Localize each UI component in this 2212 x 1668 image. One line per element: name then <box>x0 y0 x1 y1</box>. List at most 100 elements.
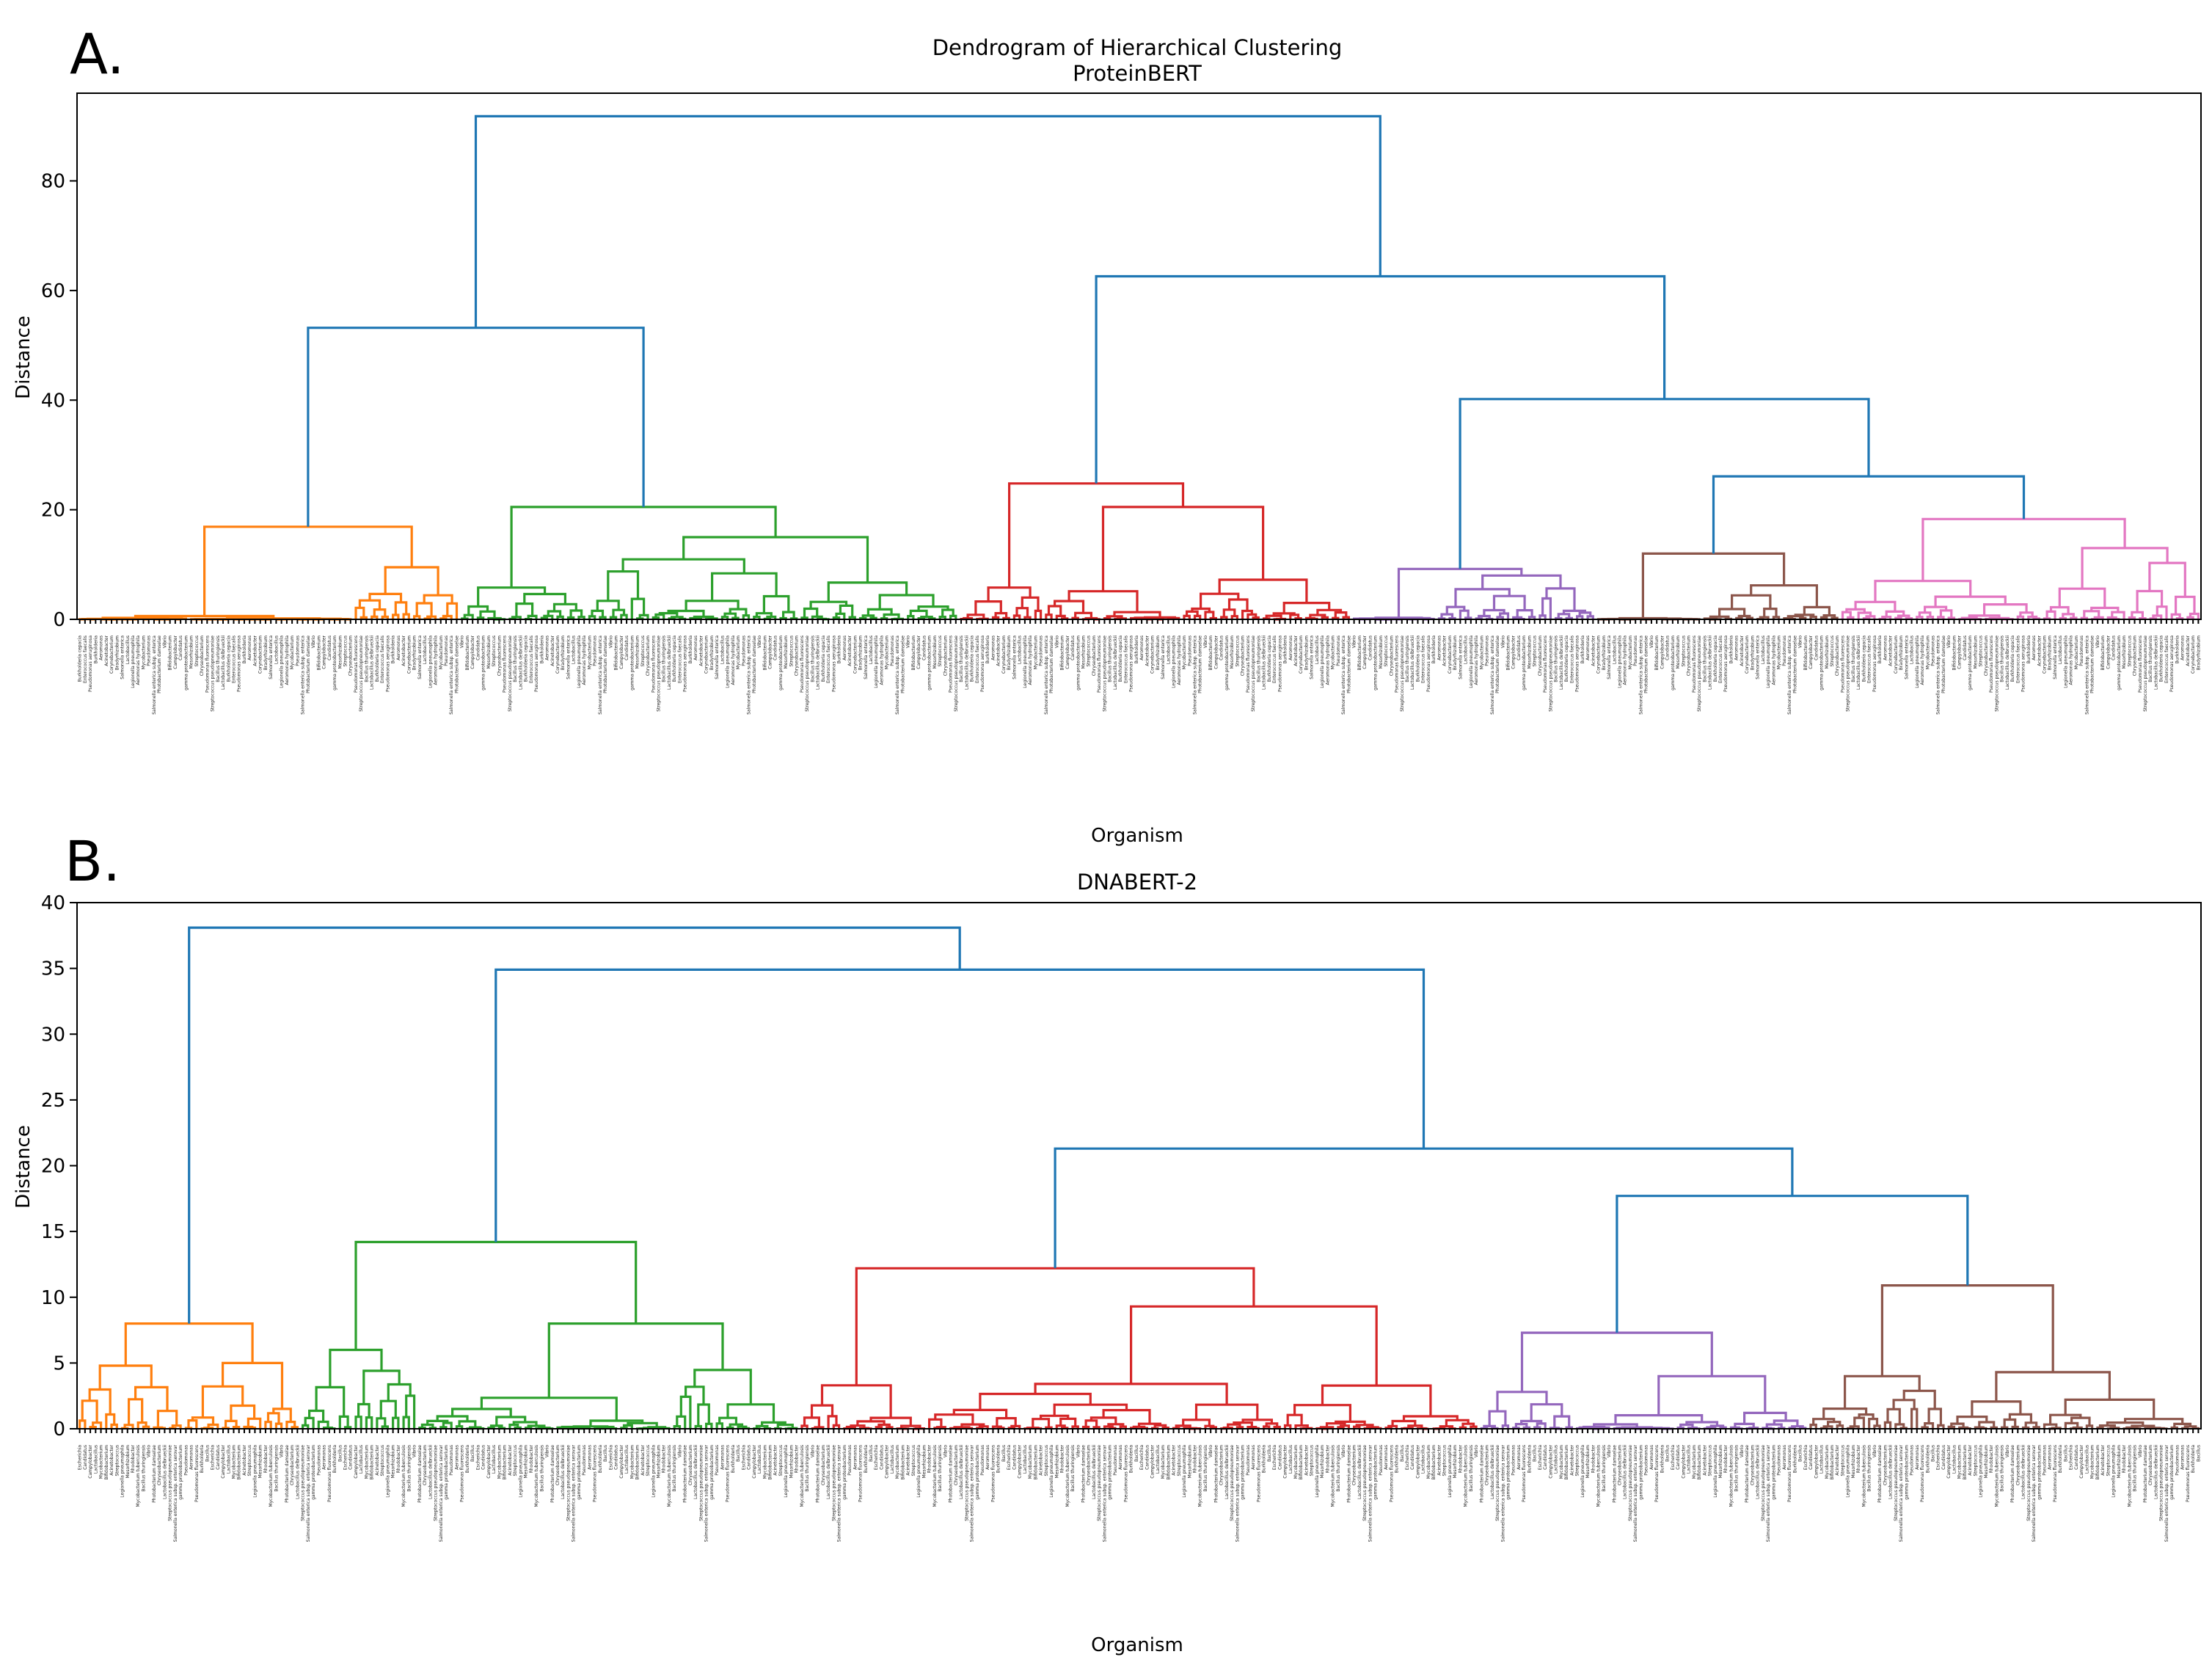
leaf-label-1-103: Lactobacillus <box>624 1445 629 1474</box>
dendrogram-link-0-395 <box>1712 475 2026 554</box>
leaf-label-0-285: Acinetobacter <box>1591 635 1596 666</box>
leaf-label-1-162: Bacillus thuringiensis <box>938 1445 943 1492</box>
dendrogram-link-0-363 <box>1874 580 1972 602</box>
leaf-label-1-139: Photobacterium damselae <box>816 1445 821 1503</box>
leaf-label-0-55: Lactobacillus delbrueckii <box>370 635 375 690</box>
leaf-label-1-318: Salmonella enterica subsp. enterica sero… <box>1766 1444 1771 1542</box>
leaf-label-1-281: Acinetobacter <box>1569 1444 1574 1475</box>
leaf-label-0-103: Candidatus <box>624 635 629 660</box>
leaf-label-0-1: Enterococcus faecalis <box>83 635 88 683</box>
leaf-label-1-215: Chryseobacterium <box>1219 1445 1224 1485</box>
leaf-label-1-135: Rhodobacter <box>795 1444 800 1473</box>
leaf-label-1-328: Lactobacillus <box>1819 1445 1825 1474</box>
leaf-label-0-228: Aeromonas <box>1288 635 1293 660</box>
dendrogram-link-1-56 <box>379 1399 397 1418</box>
leaf-label-0-267: Photobacterium damselae <box>1495 635 1500 693</box>
leaf-label-1-285: Rhodobacter <box>1591 1444 1596 1473</box>
leaf-label-1-293: Salmonella enterica subsp. enterica sero… <box>1633 1444 1638 1542</box>
leaf-label-1-188: Vibrio <box>1076 1445 1081 1458</box>
leaf-label-1-63: Vibrio <box>412 1445 417 1458</box>
dendrogram-link-1-51 <box>365 1416 373 1429</box>
leaf-label-0-148: Salmonella enterica <box>864 635 869 680</box>
leaf-label-0-116: Aeromonas <box>693 635 698 660</box>
leaf-label-0-22: Streptococcus <box>194 635 200 667</box>
leaf-label-0-49: Mesorhizobium <box>337 635 343 669</box>
leaf-label-1-329: Mycobacterium <box>1825 1445 1830 1479</box>
leaf-label-1-13: Vibrio <box>147 1445 152 1458</box>
leaf-label-1-158: Legionella pneumophila <box>916 1445 921 1498</box>
leaf-label-1-180: Bifidobacterium <box>1033 1445 1038 1480</box>
leaf-label-0-271: Candidatus <box>1516 635 1522 660</box>
leaf-label-0-154: Salmonella enterica subsp. enterica <box>895 635 900 715</box>
leaf-label-1-150: Escherichia <box>874 1445 879 1471</box>
leaf-label-0-117: Acinetobacter <box>698 635 704 666</box>
dendrogram-link-1-339 <box>1910 1407 1919 1429</box>
leaf-label-0-75: Candidatus <box>475 635 481 660</box>
leaf-label-0-7: Bradyrhizobium <box>114 635 120 671</box>
leaf-label-1-123: Burkholderia <box>731 1445 736 1474</box>
leaf-label-1-325: Escherichia <box>1803 1445 1808 1471</box>
leaf-label-0-134: Streptococcus <box>789 635 794 667</box>
leaf-label-1-397: Pseudomonas fluorescens <box>2186 1445 2191 1502</box>
leaf-label-1-137: Bacillus thuringiensis <box>805 1445 810 1492</box>
leaf-label-1-278: Lactobacillus <box>1554 1445 1559 1474</box>
leaf-label-1-348: Burkholderia <box>1925 1445 1930 1474</box>
leaf-label-0-289: Lactobacillus <box>1612 635 1617 664</box>
dendrogram-link-1-283 <box>1583 1425 1606 1429</box>
leaf-label-1-178: Lactobacillus <box>1023 1445 1028 1474</box>
leaf-label-1-273: Burkholderia <box>1527 1445 1533 1474</box>
leaf-label-1-18: Salmonella enterica subsp. enterica sero… <box>173 1444 178 1542</box>
leaf-label-1-38: Vibrio <box>280 1445 285 1458</box>
leaf-label-0-167: Lactobacillus delbrueckii <box>964 635 969 690</box>
leaf-label-1-86: Mycobacterium tuberculosis <box>534 1445 539 1507</box>
leaf-label-1-172: Pseudomonas fluorescens <box>991 1445 996 1502</box>
leaf-label-0-207: Aeromonas hydrophila <box>1177 635 1182 685</box>
leaf-label-0-112: Burkholderia cepacia <box>672 635 677 682</box>
leaf-label-1-381: Acinetobacter <box>2100 1444 2106 1475</box>
leaf-label-0-231: Bradyrhizobium <box>1304 635 1310 671</box>
leaf-label-0-332: Pseudomonas fluorescens <box>1841 635 1846 693</box>
leaf-label-1-151: Candidatus <box>880 1445 885 1470</box>
leaf-label-1-251: Candidatus <box>1410 1445 1415 1470</box>
leaf-label-1-201: Candidatus <box>1145 1445 1150 1470</box>
leaf-label-1-353: Lactobacillus <box>1952 1445 1957 1474</box>
y-tick-label-1-6: 30 <box>41 1024 65 1046</box>
leaf-label-1-55: Bifidobacterium <box>370 1445 375 1480</box>
leaf-label-1-242: Streptococcus pseudopneumoniae <box>1362 1445 1368 1521</box>
leaf-label-0-152: Mycobacterium <box>885 635 890 669</box>
y-axis-a-label: Distance <box>12 316 34 399</box>
leaf-label-1-136: Mycobacterium tuberculosis <box>800 1445 805 1507</box>
leaf-label-1-9: Mesorhizobium <box>125 1445 131 1479</box>
dendrogram-link-1-319 <box>1743 1411 1787 1424</box>
leaf-label-1-337: Bacillus thuringiensis <box>1867 1445 1872 1492</box>
dendrogram-link-1-335 <box>1883 1421 1892 1429</box>
leaf-label-1-334: Mesorhizobium <box>1851 1445 1856 1479</box>
leaf-label-0-264: Mycobacterium <box>1479 635 1484 669</box>
leaf-label-0-136: Pseudomonas fluorescens <box>800 635 805 693</box>
leaf-label-0-238: Salmonella enterica subsp. enterica <box>1341 635 1346 715</box>
leaf-label-1-4: Mycobacterium <box>99 1445 104 1479</box>
leaf-label-0-305: Streptococcus pseudopneumoniae <box>1697 635 1702 712</box>
leaf-label-1-225: Escherichia <box>1272 1445 1277 1471</box>
leaf-label-1-283: Legionella pneumophila <box>1580 1445 1585 1498</box>
leaf-label-0-253: Enterococcus faecalis <box>1421 635 1426 683</box>
leaf-label-1-160: Rhodobacter <box>927 1444 932 1473</box>
leaf-label-1-175: Escherichia <box>1007 1445 1012 1471</box>
leaf-label-1-202: Campylobacter <box>1150 1444 1156 1478</box>
leaf-label-1-364: Photobacterium damselae <box>2010 1445 2015 1503</box>
leaf-label-1-45: Pseudomonas <box>316 1445 321 1476</box>
leaf-label-1-331: Acinetobacter <box>1835 1444 1840 1475</box>
leaf-label-0-79: Chryseobacterium <box>497 635 502 676</box>
leaf-label-1-31: Acinetobacter <box>242 1444 247 1475</box>
leaf-label-0-229: Acinetobacter <box>1293 635 1299 666</box>
leaf-label-0-165: Streptococcus pseudopneumoniae <box>954 635 959 712</box>
leaf-label-1-346: Aeromonas <box>1915 1445 1920 1470</box>
leaf-label-0-386: Streptococcus <box>2127 635 2132 667</box>
leaf-label-1-218: Salmonella enterica subsp. enterica sero… <box>1235 1444 1240 1542</box>
leaf-label-1-384: Mesorhizobium <box>2117 1445 2122 1479</box>
dendrogram-link-1-50 <box>354 1416 362 1429</box>
leaf-label-0-374: Legionella pneumophila <box>2063 635 2068 688</box>
leaf-label-1-349: Bacillus <box>1931 1445 1936 1462</box>
leaf-label-1-65: Chryseobacterium <box>423 1445 428 1485</box>
dendrogram-link-1-38 <box>272 1407 292 1422</box>
